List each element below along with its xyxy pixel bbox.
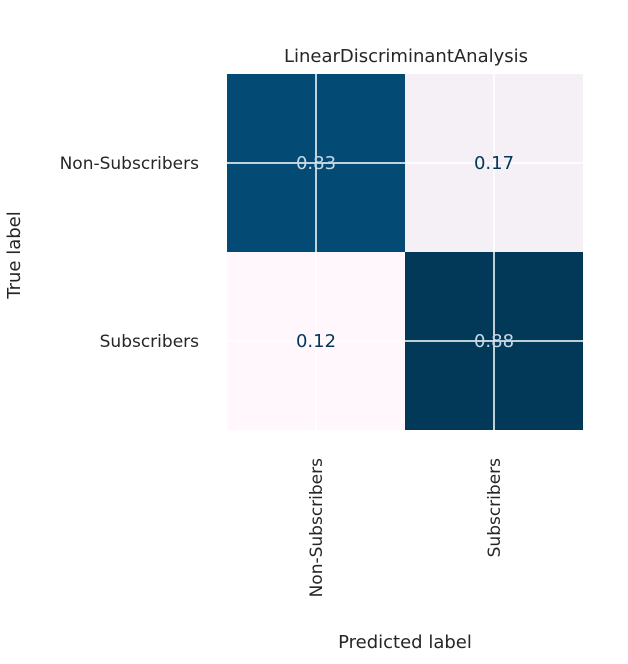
heatmap-cells (227, 74, 583, 430)
cell-value-1-0: 0.12 (296, 331, 336, 352)
chart-title: LinearDiscriminantAnalysis (284, 46, 528, 67)
x-tick-labels: Non-Subscribers Subscribers (307, 458, 505, 598)
cell-value-labels: 0.83 0.17 0.12 0.88 (296, 153, 514, 352)
gridlines (227, 74, 583, 430)
x-tick-label: Subscribers (485, 458, 505, 558)
x-axis-label: Predicted label (338, 632, 472, 653)
y-tick-label: Non-Subscribers (60, 154, 200, 174)
y-axis-label: True label (4, 211, 25, 300)
cell-value-0-0: 0.83 (296, 153, 336, 174)
x-tick-label: Non-Subscribers (307, 458, 327, 598)
y-tick-labels: Non-Subscribers Subscribers (60, 154, 200, 352)
y-tick-label: Subscribers (100, 332, 200, 352)
cell-value-0-1: 0.17 (474, 153, 514, 174)
cell-value-1-1: 0.88 (474, 331, 514, 352)
